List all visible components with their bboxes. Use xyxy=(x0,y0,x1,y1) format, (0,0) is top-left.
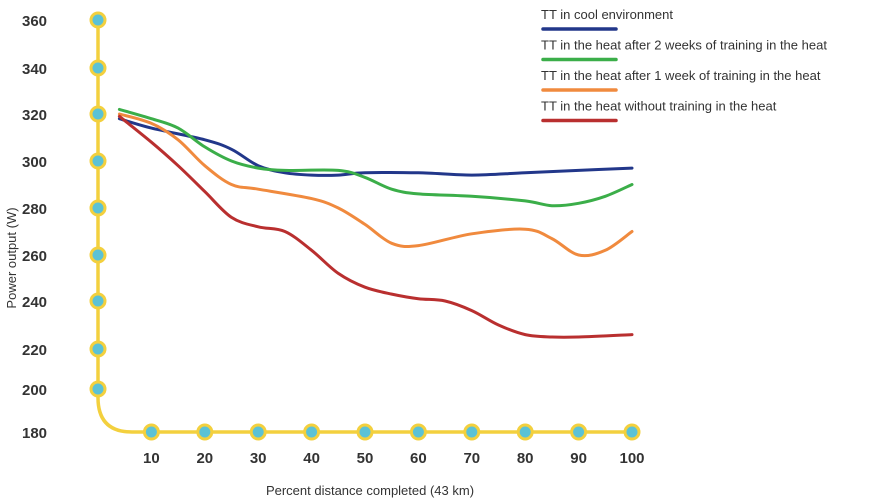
y-axis-marker xyxy=(89,199,107,217)
legend-label: TT in the heat without training in the h… xyxy=(541,99,777,114)
y-axis-marker xyxy=(89,292,107,310)
series-line xyxy=(117,112,634,258)
x-tick-label: 90 xyxy=(570,450,587,467)
x-axis-marker xyxy=(570,423,588,441)
x-tick-label: 40 xyxy=(303,450,320,467)
y-tick-labels: 180 200 220 240 260 280 300 320 340 360 xyxy=(22,13,47,442)
axes xyxy=(96,18,634,434)
legend-label: TT in cool environment xyxy=(541,7,673,22)
x-tick-label: 10 xyxy=(143,450,160,467)
x-axis-marker xyxy=(623,423,641,441)
axis-markers xyxy=(89,11,641,441)
axis-line xyxy=(96,18,634,434)
x-axis-marker xyxy=(356,423,374,441)
y-tick-label: 180 xyxy=(22,425,47,442)
x-tick-label: 50 xyxy=(357,450,374,467)
y-tick-label: 360 xyxy=(22,13,47,30)
x-tick-label: 80 xyxy=(517,450,534,467)
y-tick-label: 240 xyxy=(22,294,47,311)
legend-label: TT in the heat after 2 weeks of training… xyxy=(541,38,827,53)
y-tick-label: 260 xyxy=(22,248,47,265)
y-axis-marker xyxy=(89,380,107,398)
y-axis-marker xyxy=(89,105,107,123)
series-line xyxy=(117,114,634,339)
y-axis-marker xyxy=(89,246,107,264)
y-tick-label: 220 xyxy=(22,342,47,359)
x-axis-title: Percent distance completed (43 km) xyxy=(266,483,474,498)
x-tick-labels: 10 20 30 40 50 60 70 80 90 100 xyxy=(143,450,644,467)
y-tick-label: 280 xyxy=(22,201,47,218)
y-tick-label: 320 xyxy=(22,107,47,124)
legend: TT in cool environment TT in the heat aft… xyxy=(541,7,827,123)
y-tick-label: 300 xyxy=(22,154,47,171)
x-axis-marker xyxy=(463,423,481,441)
y-tick-label: 340 xyxy=(22,61,47,78)
x-axis-marker xyxy=(516,423,534,441)
series-line xyxy=(117,107,634,208)
y-axis-marker xyxy=(89,340,107,358)
series-line xyxy=(117,117,634,177)
x-axis-marker xyxy=(303,423,321,441)
y-axis-marker xyxy=(89,59,107,77)
x-tick-label: 70 xyxy=(463,450,480,467)
x-axis-marker xyxy=(196,423,214,441)
y-axis-marker xyxy=(89,152,107,170)
x-axis-marker xyxy=(249,423,267,441)
y-axis-title: Power output (W) xyxy=(4,207,19,308)
x-axis-marker xyxy=(142,423,160,441)
legend-label: TT in the heat after 1 week of training … xyxy=(541,68,821,83)
x-tick-label: 60 xyxy=(410,450,427,467)
x-axis-marker xyxy=(409,423,427,441)
x-tick-label: 20 xyxy=(196,450,213,467)
x-tick-label: 30 xyxy=(250,450,267,467)
series-lines xyxy=(117,107,634,339)
x-tick-label: 100 xyxy=(619,450,644,467)
y-tick-label: 200 xyxy=(22,382,47,399)
y-axis-marker xyxy=(89,11,107,29)
